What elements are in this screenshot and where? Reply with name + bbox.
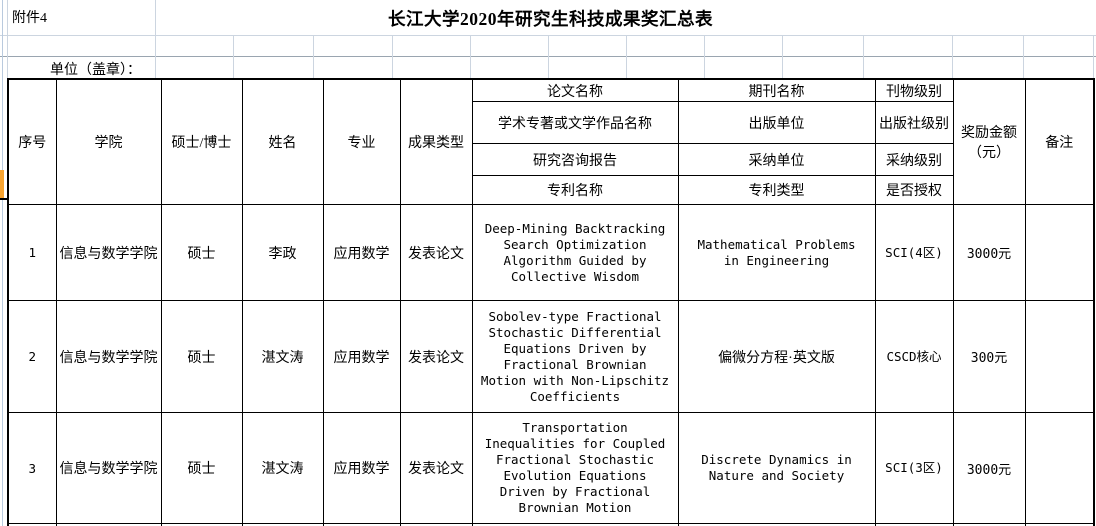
header-monograph-name[interactable]: 学术专著或文学作品名称 — [471, 101, 679, 144]
cell-achievement-name[interactable]: Sobolev-type Fractional Stochastic Diffe… — [471, 300, 679, 413]
header-award-amount[interactable]: 奖励金额（元） — [952, 78, 1026, 205]
gridline — [313, 35, 314, 78]
cell-degree[interactable]: 硕士 — [160, 412, 243, 524]
cell-award-amount[interactable]: 3000元 — [952, 412, 1026, 524]
header-name[interactable]: 姓名 — [241, 78, 324, 205]
cell-degree[interactable]: 硕士 — [160, 300, 243, 413]
cell-college[interactable]: 信息与数学学院 — [55, 204, 162, 301]
gridline — [782, 35, 783, 78]
cell-college[interactable]: 信息与数学学院 — [55, 300, 162, 413]
cell-empty[interactable] — [1024, 523, 1095, 526]
header-adopt-level[interactable]: 采纳级别 — [874, 143, 954, 176]
header-row-1: 序号 学院 硕士/博士 姓名 专业 成果类型 论文名称 期刊名称 刊物级别 奖励… — [7, 78, 1095, 205]
cell-publisher[interactable]: 偏微分方程·英文版 — [677, 300, 876, 413]
gridline — [392, 35, 393, 78]
cell-serial[interactable]: 1 — [7, 204, 57, 301]
header-remark[interactable]: 备注 — [1024, 78, 1095, 205]
header-journal-name[interactable]: 期刊名称 — [677, 78, 876, 102]
selection-marker — [0, 170, 4, 200]
cell-major[interactable]: 应用数学 — [322, 300, 401, 413]
unit-seal-label: 单位（盖章）： — [50, 63, 141, 78]
header-publication-level[interactable]: 刊物级别 — [874, 78, 954, 102]
header-college[interactable]: 学院 — [55, 78, 162, 205]
summary-table: 序号 学院 硕士/博士 姓名 专业 成果类型 论文名称 期刊名称 刊物级别 奖励… — [7, 78, 1095, 526]
header-row-2: 学术专著或文学作品名称 出版单位 出版社级别 — [8, 101, 1094, 144]
gridline — [548, 35, 549, 78]
gridline — [155, 0, 156, 78]
header-achievement-type[interactable]: 成果类型 — [399, 78, 473, 205]
gridline — [1093, 35, 1094, 78]
page-title: 长江大学2020年研究生科技成果奖汇总表 — [388, 9, 713, 29]
header-row-3: 研究咨询报告 采纳单位 采纳级别 — [8, 143, 1094, 176]
cell-achievement-name[interactable]: Transportation Inequalities for Coupled … — [471, 412, 679, 524]
cell-remark[interactable] — [1024, 204, 1095, 301]
gridline — [704, 35, 705, 78]
cell-serial[interactable]: 2 — [7, 300, 57, 413]
gridline — [626, 35, 627, 78]
header-serial[interactable]: 序号 — [7, 78, 57, 205]
table-row: 1 信息与数学学院 硕士 李政 应用数学 发表论文 Deep-Mining Ba… — [7, 204, 1095, 301]
cell-publisher[interactable]: Mathematical Problems in Engineering — [677, 204, 876, 301]
cell-college[interactable]: 信息与数学学院 — [55, 412, 162, 524]
table-border-stub — [0, 198, 9, 200]
cell-remark[interactable] — [1024, 300, 1095, 413]
cell-achievement-name[interactable]: Deep-Mining Backtracking Search Optimiza… — [471, 204, 679, 301]
gridline — [7, 0, 8, 78]
header-patent-name[interactable]: 专利名称 — [471, 175, 679, 205]
gridline — [2, 0, 3, 526]
attachment-label: 附件4 — [12, 11, 47, 26]
cell-remark[interactable] — [1024, 412, 1095, 524]
gridline — [233, 35, 234, 78]
cell-name[interactable]: 李政 — [241, 204, 324, 301]
gridline — [470, 35, 471, 78]
cell-level[interactable]: SCI(4区) — [874, 204, 954, 301]
header-authorized[interactable]: 是否授权 — [874, 175, 954, 205]
table-row: 2 信息与数学学院 硕士 湛文涛 应用数学 发表论文 Sobolev-type … — [7, 300, 1095, 413]
cell-award-amount[interactable]: 3000元 — [952, 204, 1026, 301]
header-row-4: 专利名称 专利类型 是否授权 — [8, 175, 1094, 205]
cell-name[interactable]: 湛文涛 — [241, 300, 324, 413]
cell-achievement-type[interactable]: 发表论文 — [399, 412, 473, 524]
cell-name[interactable]: 湛文涛 — [241, 412, 324, 524]
cell-major[interactable]: 应用数学 — [322, 412, 401, 524]
cell-serial[interactable]: 3 — [7, 412, 57, 524]
header-paper-name[interactable]: 论文名称 — [471, 78, 679, 102]
table-row: 3 信息与数学学院 硕士 湛文涛 应用数学 发表论文 Transportatio… — [7, 412, 1095, 524]
cell-level[interactable]: CSCD核心 — [874, 300, 954, 413]
gridline — [952, 35, 953, 78]
header-publish-unit[interactable]: 出版单位 — [677, 101, 876, 144]
header-degree[interactable]: 硕士/博士 — [160, 78, 243, 205]
header-adopt-unit[interactable]: 采纳单位 — [677, 143, 876, 176]
header-consult-report[interactable]: 研究咨询报告 — [471, 143, 679, 176]
header-publisher-level[interactable]: 出版社级别 — [874, 101, 954, 144]
cell-award-amount[interactable]: 300元 — [952, 300, 1026, 413]
gridline — [863, 35, 864, 78]
header-patent-type[interactable]: 专利类型 — [677, 175, 876, 205]
header-major[interactable]: 专业 — [322, 78, 401, 205]
gridline — [1023, 35, 1024, 78]
cell-major[interactable]: 应用数学 — [322, 204, 401, 301]
cell-achievement-type[interactable]: 发表论文 — [399, 300, 473, 413]
cell-achievement-type[interactable]: 发表论文 — [399, 204, 473, 301]
cell-degree[interactable]: 硕士 — [160, 204, 243, 301]
table-row-partial — [7, 523, 1095, 526]
cell-publisher[interactable]: Discrete Dynamics in Nature and Society — [677, 412, 876, 524]
cell-level[interactable]: SCI(3区) — [874, 412, 954, 524]
